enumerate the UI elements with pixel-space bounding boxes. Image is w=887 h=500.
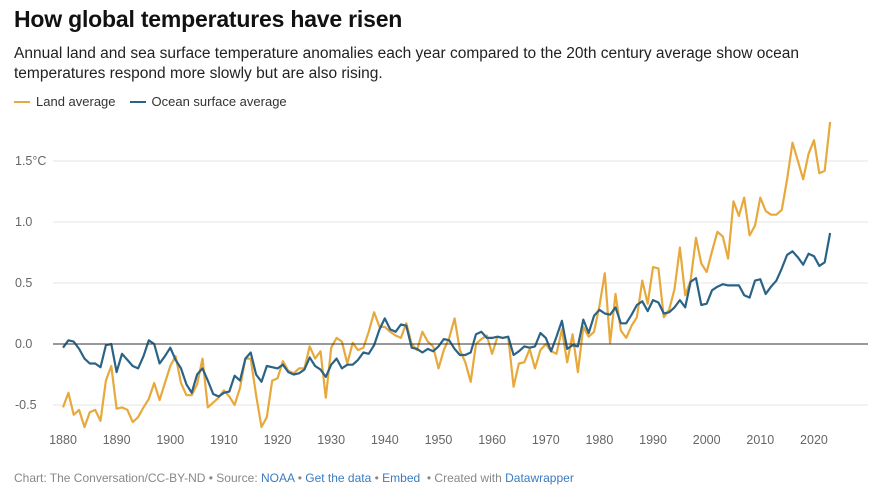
legend: Land average Ocean surface average (14, 94, 287, 109)
footer-sep: • (205, 471, 217, 485)
legend-item-land: Land average (14, 94, 116, 109)
legend-item-ocean: Ocean surface average (129, 94, 287, 109)
x-tick-label: 1960 (478, 433, 506, 447)
footer: Chart: The Conversation/CC-BY-ND • Sourc… (14, 471, 574, 485)
legend-label-ocean: Ocean surface average (151, 94, 287, 109)
legend-swatch-ocean (129, 100, 146, 103)
x-tick-label: 1900 (156, 433, 184, 447)
x-tick-label: 1890 (103, 433, 131, 447)
legend-label-land: Land average (36, 94, 116, 109)
x-tick-label: 1980 (585, 433, 613, 447)
get-data-link[interactable]: Get the data (305, 471, 372, 485)
x-tick-label: 1880 (49, 433, 77, 447)
series-line-ocean (62, 232, 832, 398)
footer-credit: Chart: The Conversation/CC-BY-ND (14, 471, 206, 485)
x-tick-label: 1940 (371, 433, 399, 447)
embed-link[interactable]: Embed (382, 471, 421, 485)
x-tick-label: 2000 (693, 433, 721, 447)
x-tick-label: 1970 (532, 433, 560, 447)
legend-swatch-land (14, 100, 30, 103)
y-tick-label: 0.0 (15, 337, 32, 351)
chart-title: How global temperatures have risen (14, 6, 403, 32)
x-tick-label: 2020 (800, 433, 828, 447)
footer-created-with: Created with (434, 471, 506, 485)
y-tick-label: 0.5 (15, 276, 32, 290)
footer-sep: • (294, 471, 306, 485)
y-tick-label: 1.0 (15, 215, 32, 229)
series-line-land (61, 121, 832, 429)
footer-sep: • (371, 471, 383, 485)
y-tick-label: -0.5 (15, 398, 37, 412)
x-tick-label: 1910 (210, 433, 238, 447)
x-tick-label: 1990 (639, 433, 667, 447)
x-tick-label: 1950 (425, 433, 453, 447)
footer-sep: • (423, 471, 435, 485)
source-link[interactable]: NOAA (261, 471, 295, 485)
y-tick-label: 1.5°C (15, 154, 46, 168)
datawrapper-link[interactable]: Datawrapper (505, 471, 574, 485)
chart-subtitle: Annual land and sea surface temperature … (14, 45, 799, 82)
x-tick-label: 2010 (746, 433, 774, 447)
x-tick-label: 1930 (317, 433, 345, 447)
footer-source-label: Source: (216, 471, 261, 485)
x-tick-label: 1920 (264, 433, 292, 447)
